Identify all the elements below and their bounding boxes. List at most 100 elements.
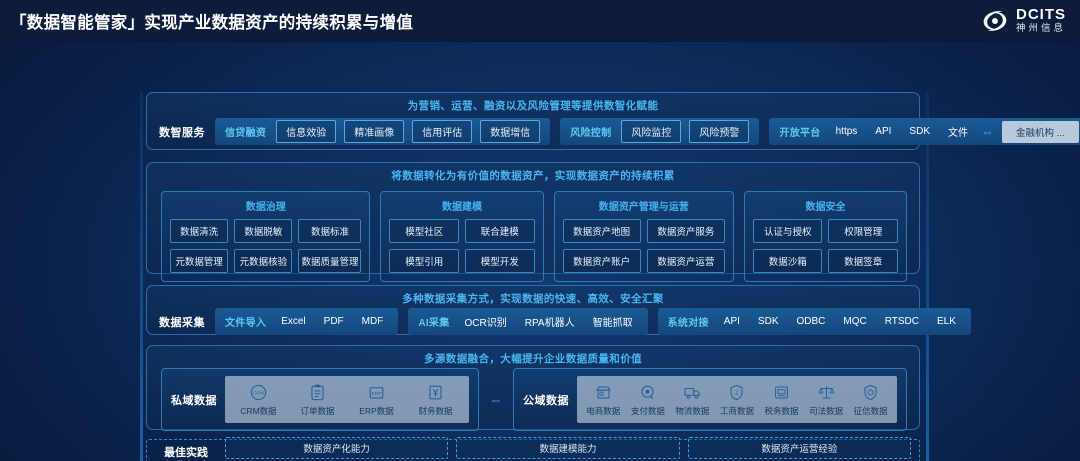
svg-text:CRM: CRM xyxy=(253,390,264,396)
box-public-data: 公域数据 电商数据 xyxy=(513,368,907,431)
item-tax-data[interactable]: 税务数据 xyxy=(762,383,802,417)
group-credit-financing: 信贷融资 信息效验 精准画像 信用评估 数据增信 xyxy=(215,118,551,145)
item-payment-data[interactable]: 支付数据 xyxy=(628,383,668,417)
cell-data-sandbox[interactable]: 数据沙箱 xyxy=(752,249,823,273)
cell-asset-service[interactable]: 数据资产服务 xyxy=(646,219,725,243)
box-asset-operation-experience[interactable]: 数据资产运营经验 xyxy=(687,437,911,459)
label-erp-data: ERP数据 xyxy=(359,405,394,416)
payment-icon xyxy=(641,385,654,399)
section-headline-fusion: 多源数据融合，大幅提升企业数据质量和价值 xyxy=(424,353,642,365)
group-ai-collection: AI采集 OCR识别 RPA机器人 智能抓取 xyxy=(408,308,648,335)
cell-model-reference[interactable]: 模型引用 xyxy=(389,249,459,273)
tag-pdf[interactable]: PDF xyxy=(323,316,344,327)
item-ecommerce-data[interactable]: 电商数据 xyxy=(583,383,623,417)
best-practice-line1: 最佳实践 xyxy=(164,447,208,460)
item-crm-data[interactable]: CRM CRM数据 xyxy=(239,383,279,417)
scales-icon xyxy=(817,385,835,399)
section-smart-service: 为营销、运营、融资以及风险管理等提供数智化赋能 数智服务 信贷融资 信息效验 精… xyxy=(146,92,1080,150)
label-ecommerce-data: 电商数据 xyxy=(586,405,621,416)
tag-data-credit-enhance[interactable]: 数据增信 xyxy=(480,120,541,143)
header-bar: 「数据智能管家」实现产业数据资产的持续积累与增值 DCITS 神州信息 xyxy=(0,0,1080,42)
card-title-data-governance: 数据治理 xyxy=(245,202,286,213)
label-crm-data: CRM数据 xyxy=(240,405,277,416)
tag-risk-warning[interactable]: 风险预警 xyxy=(689,120,750,143)
card-data-modeling: 数据建模 模型社区 联合建模 模型引用 模型开发 xyxy=(380,191,544,282)
tag-risk-monitoring[interactable]: 风险监控 xyxy=(621,120,682,143)
tag-api[interactable]: API xyxy=(875,126,892,137)
cell-permission-management[interactable]: 权限管理 xyxy=(828,219,898,243)
card-data-security: 数据安全 认证与授权 权限管理 数据沙箱 数据签章 xyxy=(743,191,907,282)
cell-metadata-management[interactable]: 元数据管理 xyxy=(170,249,229,273)
tag-elk[interactable]: ELK xyxy=(937,316,956,327)
tag-info-verification[interactable]: 信息效验 xyxy=(276,120,337,143)
section-data-collection: 多种数据采集方式，实现数据的快速、高效、安全汇聚 数据采集 文件导入 Excel… xyxy=(146,285,971,335)
label-finance-data: 财务数据 xyxy=(418,405,453,416)
card-data-governance: 数据治理 数据清洗 数据脱敏 数据标准 元数据管理 元数据核验 数据质量管理 xyxy=(161,191,371,282)
item-finance-data[interactable]: 财务数据 xyxy=(416,383,456,417)
cell-data-signature[interactable]: 数据签章 xyxy=(828,249,898,273)
section-data-fusion: 多源数据融合，大幅提升企业数据质量和价值 私域数据 CRM CRM数据 xyxy=(146,345,920,431)
item-judicial-data[interactable]: 司法数据 xyxy=(806,383,846,417)
tag-rpa-robot[interactable]: RPA机器人 xyxy=(524,318,575,329)
cell-data-cleansing[interactable]: 数据清洗 xyxy=(170,219,229,243)
tag-financial-institutions[interactable]: 金融机构 ... xyxy=(1001,120,1079,143)
brand-logo: DCITS 神州信息 xyxy=(980,7,1066,34)
page-title: 「数据智能管家」实现产业数据资产的持续积累与增值 xyxy=(10,13,414,32)
fusion-connector: ⇔ xyxy=(485,368,507,431)
architecture-canvas: 为营销、运营、融资以及风险管理等提供数智化赋能 数智服务 信贷融资 信息效验 精… xyxy=(0,42,1080,461)
cell-asset-operation[interactable]: 数据资产运营 xyxy=(646,249,725,273)
truck-icon xyxy=(684,387,700,399)
item-order-data[interactable]: 订单数据 xyxy=(298,383,338,417)
group-name-open-platform: 开放平台 xyxy=(779,128,821,139)
tag-rtsdc[interactable]: RTSDC xyxy=(884,316,919,327)
tag-credit-assessment[interactable]: 信用评估 xyxy=(412,120,473,143)
tax-icon xyxy=(775,385,788,399)
tag-mqc[interactable]: MQC xyxy=(843,316,867,327)
tag-file[interactable]: 文件 xyxy=(947,128,968,139)
group-risk-control: 风险控制 风险监控 风险预警 xyxy=(560,118,760,145)
label-logistics-data: 物流数据 xyxy=(675,405,710,416)
box-modeling-capability[interactable]: 数据建模能力 xyxy=(456,437,680,459)
section-headline-collect: 多种数据采集方式，实现数据的快速、高效、安全汇聚 xyxy=(402,293,664,305)
card-title-asset-management: 数据资产管理与运营 xyxy=(598,202,689,213)
cell-data-standard[interactable]: 数据标准 xyxy=(298,219,362,243)
card-title-data-security: 数据安全 xyxy=(805,202,846,213)
tag-api-integration[interactable]: API xyxy=(723,316,740,327)
tag-precise-profiling[interactable]: 精准画像 xyxy=(344,120,405,143)
tag-mdf[interactable]: MDF xyxy=(361,316,384,327)
logo-text-cn: 神州信息 xyxy=(1015,23,1066,35)
tag-sdk-integration[interactable]: SDK xyxy=(757,316,779,327)
cell-auth-authorization[interactable]: 认证与授权 xyxy=(752,219,823,243)
finance-icon xyxy=(429,385,442,399)
item-business-data[interactable]: 工 工商数据 xyxy=(717,383,757,417)
cell-federated-modeling[interactable]: 联合建模 xyxy=(464,219,535,243)
label-public-data: 公域数据 xyxy=(523,394,569,407)
tag-https[interactable]: https xyxy=(835,126,858,137)
group-name-risk-control: 风险控制 xyxy=(570,128,612,139)
label-judicial-data: 司法数据 xyxy=(809,405,844,416)
cell-model-development[interactable]: 模型开发 xyxy=(464,249,535,273)
cell-asset-account[interactable]: 数据资产账户 xyxy=(562,249,641,273)
cell-metadata-verification[interactable]: 元数据核验 xyxy=(234,249,293,273)
cell-data-masking[interactable]: 数据脱敏 xyxy=(234,219,293,243)
svg-text:工: 工 xyxy=(734,389,740,396)
tag-sdk[interactable]: SDK xyxy=(909,126,930,137)
cell-data-quality-management[interactable]: 数据质量管理 xyxy=(298,249,362,273)
label-business-data: 工商数据 xyxy=(719,405,754,416)
item-credit-data[interactable]: 征信数据 xyxy=(851,383,891,417)
crm-circle-icon: CRM xyxy=(250,384,267,400)
tag-odbc[interactable]: ODBC xyxy=(796,316,826,327)
group-name-file-import: 文件导入 xyxy=(225,318,267,329)
item-erp-data[interactable]: ERP ERP数据 xyxy=(357,383,397,417)
right-spine xyxy=(926,92,929,461)
cell-model-community[interactable]: 模型社区 xyxy=(389,219,459,243)
tag-ocr[interactable]: OCR识别 xyxy=(464,318,507,329)
erp-box-icon: ERP xyxy=(369,386,384,399)
box-asset-capability[interactable]: 数据资产化能力 xyxy=(225,437,449,459)
section-data-asset: 将数据转化为有价值的数据资产，实现数据资产的持续积累 数据治理 数据清洗 数据脱… xyxy=(146,162,920,282)
group-name-credit-financing: 信贷融资 xyxy=(225,128,267,139)
cell-asset-map[interactable]: 数据资产地图 xyxy=(562,219,641,243)
item-logistics-data[interactable]: 物流数据 xyxy=(672,383,712,417)
tag-excel[interactable]: Excel xyxy=(281,316,306,327)
tag-smart-scraping[interactable]: 智能抓取 xyxy=(592,318,633,329)
